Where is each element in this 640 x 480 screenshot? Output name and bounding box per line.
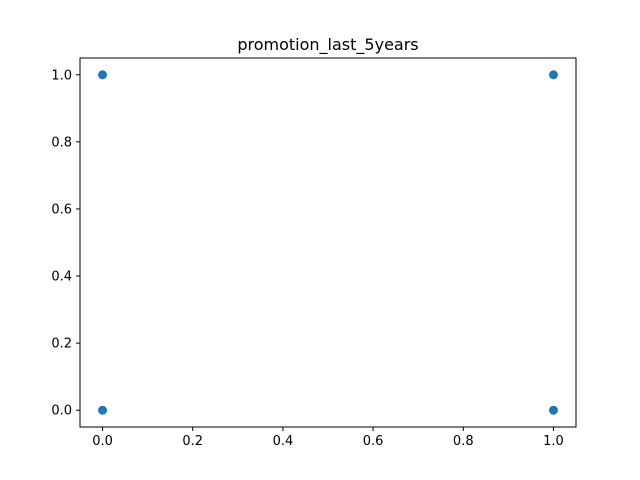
y-axis-ticks: 0.0 0.2 0.4 0.6 0.8 1.0 xyxy=(51,68,80,419)
x-axis-ticks: 0.0 0.2 0.4 0.6 0.8 1.0 xyxy=(92,427,564,449)
x-tick-label: 0.6 xyxy=(363,434,384,449)
y-tick-label: 0.8 xyxy=(51,135,72,150)
data-point xyxy=(548,405,558,415)
x-tick-label: 1.0 xyxy=(543,434,564,449)
y-tick-label: 0.2 xyxy=(51,337,72,352)
x-tick-label: 0.2 xyxy=(182,434,203,449)
plot-area-frame xyxy=(79,57,577,428)
chart-title: promotion_last_5years xyxy=(237,35,418,55)
data-points-layer xyxy=(98,70,558,415)
x-tick-label: 0.8 xyxy=(453,434,474,449)
data-point xyxy=(548,70,558,80)
y-tick-label: 0.6 xyxy=(51,202,72,217)
y-tick-label: 1.0 xyxy=(51,68,72,83)
data-point xyxy=(98,405,108,415)
data-point xyxy=(98,70,108,80)
x-tick-label: 0.0 xyxy=(92,434,113,449)
y-tick-label: 0.4 xyxy=(51,270,72,285)
y-tick-label: 0.0 xyxy=(51,404,72,419)
x-tick-label: 0.4 xyxy=(273,434,294,449)
